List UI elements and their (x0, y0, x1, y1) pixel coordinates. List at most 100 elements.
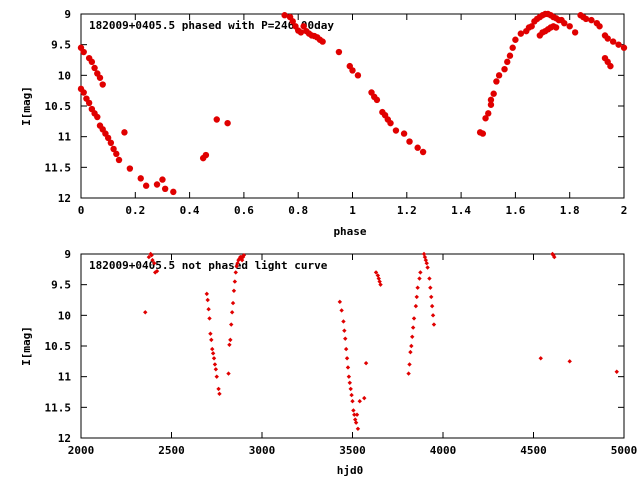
data-point (415, 285, 420, 290)
data-point (210, 351, 216, 356)
data-point (94, 113, 101, 121)
data-point (335, 48, 343, 56)
x-ticks: 0 0.2 0.4 0.6 0.8 1 1.2 1.4 1.6 1.8 2 (78, 14, 628, 217)
data-point (517, 30, 525, 37)
x-tick-label: 0 (78, 204, 85, 217)
data-point (231, 288, 237, 293)
data-point (418, 270, 423, 275)
x-tick-label: 2 (621, 204, 628, 217)
data-point (429, 303, 435, 309)
x-ticks: 2000 2500 3000 3500 4000 4500 5000 (68, 254, 637, 457)
data-point (552, 24, 560, 31)
y-tick-label: 10 (58, 69, 71, 82)
data-point (104, 134, 112, 142)
data-point (80, 89, 87, 96)
data-point (411, 316, 417, 321)
data-point (213, 116, 220, 123)
data-point (428, 285, 433, 290)
x-tick-label: 1.4 (451, 204, 471, 217)
data-point (226, 371, 231, 376)
data-point (485, 110, 492, 117)
data-point (551, 253, 556, 258)
data-point (363, 360, 369, 366)
data-point (571, 29, 579, 36)
data-points (77, 10, 628, 196)
data-point (343, 346, 349, 352)
y-tick-label: 9 (64, 8, 71, 21)
data-point (352, 412, 357, 417)
data-point (392, 127, 400, 134)
data-point (96, 74, 104, 81)
data-point (487, 101, 495, 108)
data-point (115, 156, 123, 164)
data-point (512, 36, 519, 43)
data-point (615, 41, 622, 48)
data-point (408, 349, 413, 355)
data-point (561, 20, 568, 27)
y-tick-label: 9 (64, 248, 71, 261)
data-point (482, 115, 489, 122)
data-point (347, 380, 352, 385)
data-point (552, 254, 557, 260)
data-point (425, 265, 430, 270)
data-point (85, 99, 93, 107)
data-point (99, 81, 106, 88)
data-point (409, 343, 414, 349)
data-point (319, 38, 326, 45)
data-point (212, 362, 218, 367)
data-point (161, 185, 169, 192)
data-point (205, 297, 210, 303)
data-point (567, 359, 572, 364)
data-point (410, 325, 416, 330)
data-point (297, 29, 305, 36)
data-point (410, 334, 415, 339)
data-point (538, 356, 543, 361)
x-axis-label: phase (333, 225, 366, 238)
data-point (504, 58, 511, 66)
data-point (373, 270, 379, 275)
data-point (233, 270, 238, 275)
data-point (300, 23, 307, 30)
data-point (406, 371, 411, 376)
x-tick-label: 4000 (430, 444, 457, 457)
y-tick-label: 9.5 (51, 279, 71, 292)
data-point (373, 96, 381, 104)
data-point (227, 342, 232, 347)
plot-frame (80, 13, 625, 199)
data-point (490, 90, 497, 97)
data-point (501, 66, 508, 73)
x-tick-label: 4500 (520, 444, 547, 457)
data-point (348, 386, 353, 392)
y-tick-label: 11.5 (45, 161, 72, 174)
data-point (207, 316, 212, 321)
data-point (146, 254, 152, 260)
data-point (149, 253, 154, 258)
data-point (417, 276, 422, 281)
data-point (230, 300, 236, 306)
data-point (607, 62, 614, 70)
data-point (239, 257, 245, 263)
data-point (509, 44, 516, 51)
data-point (342, 328, 347, 333)
data-point (487, 96, 495, 104)
y-axis-label: I[mag] (20, 326, 33, 366)
data-point (349, 67, 356, 74)
data-point (235, 261, 240, 266)
y-axis-label: I[mag] (20, 86, 33, 126)
data-point (170, 188, 177, 196)
data-point (528, 23, 535, 30)
x-tick-label: 0.8 (288, 204, 308, 217)
data-point (429, 294, 434, 300)
y-tick-label: 11 (58, 371, 72, 384)
data-point (209, 337, 214, 343)
data-point (289, 18, 296, 25)
data-point (493, 78, 500, 85)
chart-title: 182009+0405.5 phased with P=246.00day (89, 19, 334, 32)
x-tick-label: 0.2 (125, 204, 145, 217)
data-point (107, 139, 115, 146)
x-tick-label: 1.8 (560, 204, 580, 217)
chart-title: 182009+0405.5 not phased light curve (89, 259, 328, 272)
data-point (414, 144, 421, 151)
y-tick-label: 10.5 (45, 100, 72, 113)
data-point (362, 395, 367, 401)
